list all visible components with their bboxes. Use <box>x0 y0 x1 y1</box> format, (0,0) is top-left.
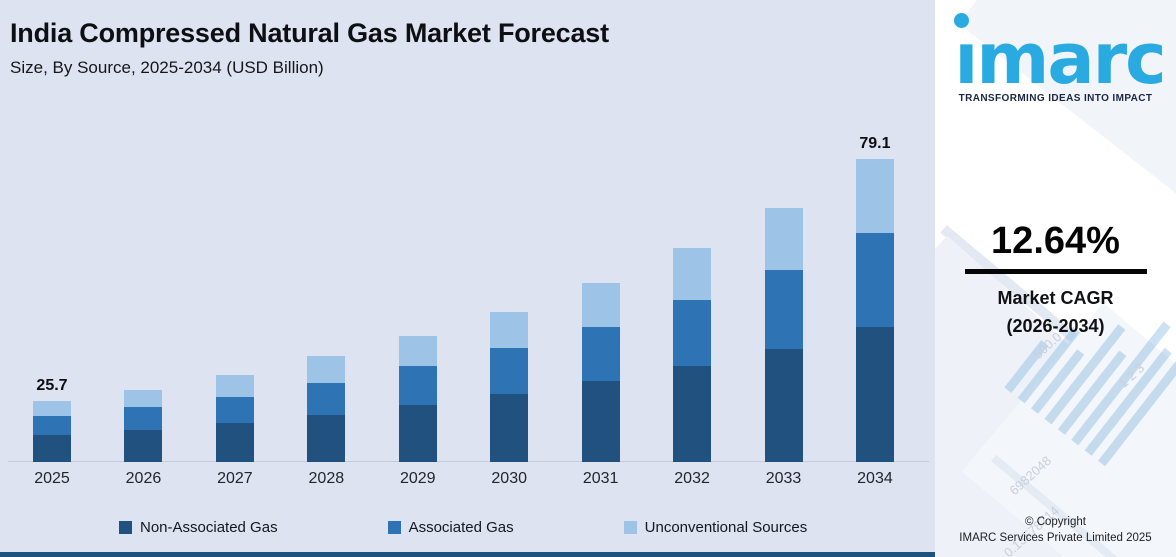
bar-2028 <box>307 356 346 462</box>
bar-segment-2030 <box>490 394 529 462</box>
bar-segment-2032 <box>673 366 712 462</box>
x-tick-2032: 2032 <box>674 470 710 487</box>
x-tick-2033: 2033 <box>765 470 802 487</box>
bar-segment-2034 <box>855 233 894 327</box>
bar-2027 <box>215 375 254 462</box>
bar-segment-2032 <box>673 248 712 300</box>
chart-section: India Compressed Natural Gas Market Fore… <box>0 18 935 557</box>
x-tick-2025: 2025 <box>34 470 70 487</box>
logo-wordmark: ımarc <box>954 18 1166 100</box>
bar-segment-2025 <box>33 435 71 462</box>
bar-segment-2027 <box>215 375 254 397</box>
cagr-value: 12.64% <box>991 220 1120 262</box>
legend-label: Unconventional Sources <box>644 519 808 536</box>
page-subtitle: Size, By Source, 2025-2034 (USD Billion) <box>10 58 324 77</box>
bar-2025 <box>33 401 71 462</box>
legend-item-1: Associated Gas <box>387 519 514 536</box>
bar-segment-2033 <box>764 349 803 462</box>
bar-segment-2025 <box>33 401 71 416</box>
x-tick-2028: 2028 <box>308 470 345 487</box>
bar-segment-2030 <box>490 348 529 394</box>
bar-segment-2028 <box>307 356 346 383</box>
chart-legend: Non-Associated Gas Associated Gas Unconven… <box>119 519 807 536</box>
bar-segment-2027 <box>215 423 254 462</box>
bottom-accent-strip <box>0 552 935 557</box>
legend-label: Non-Associated Gas <box>140 519 278 536</box>
copyright-notice: © Copyright IMARC Services Private Limit… <box>935 514 1176 546</box>
bar-segment-2029 <box>398 366 437 405</box>
bar-segment-2028 <box>307 383 346 415</box>
bar-segment-2032 <box>673 300 712 366</box>
page-title: India Compressed Natural Gas Market Fore… <box>10 18 609 48</box>
bar-segment-2029 <box>398 405 437 462</box>
cagr-period: (2026-2034) <box>1006 316 1105 336</box>
brand-panel: 500.0 1 2 3 6982048 0.13578714 ımarc TRA… <box>935 0 1176 557</box>
bar-segment-2033 <box>764 270 803 349</box>
x-tick-2034: 2034 <box>857 470 893 487</box>
cagr-underline <box>964 269 1147 274</box>
bar-segment-2031 <box>581 283 620 327</box>
x-tick-2029: 2029 <box>399 470 436 487</box>
legend-swatch-icon <box>387 521 401 534</box>
x-axis-line <box>8 461 929 462</box>
legend-label: Associated Gas <box>408 519 514 536</box>
x-axis-labels: 2025 2026 2027 2028 2029 2030 2031 2032 2033 2034 <box>33 470 894 488</box>
copyright-line2: IMARC Services Private Limited 2025 <box>959 531 1152 544</box>
bar-segment-2033 <box>764 208 803 270</box>
data-label-2034: 79.1 <box>859 135 891 152</box>
x-tick-2030: 2030 <box>491 470 527 487</box>
logo-dot-icon <box>954 13 969 28</box>
bar-segment-2026 <box>124 430 163 462</box>
bar-segment-2034 <box>855 159 894 233</box>
copyright-line1: © Copyright <box>1025 515 1086 528</box>
bar-segment-2034 <box>855 327 894 462</box>
bar-2029 <box>398 336 437 462</box>
bar-2026 <box>124 390 163 462</box>
bar-2033 <box>764 208 803 462</box>
x-tick-2031: 2031 <box>582 470 619 487</box>
watermark-number: 6982048 <box>1006 452 1055 499</box>
bar-2032 <box>673 248 712 462</box>
bar-segment-2025 <box>33 416 71 435</box>
bar-2034 <box>855 159 894 462</box>
legend-item-2: Unconventional Sources <box>623 519 808 536</box>
bar-segment-2030 <box>490 312 529 348</box>
legend-item-0: Non-Associated Gas <box>119 519 278 536</box>
cagr-label: Market CAGR <box>997 288 1114 308</box>
watermark-number: 1 2 3 <box>1115 360 1148 391</box>
data-label-2025: 25.7 <box>36 377 68 394</box>
bar-segment-2028 <box>307 415 346 462</box>
legend-swatch-icon <box>119 521 132 534</box>
legend-swatch-icon <box>623 521 637 534</box>
bars-row <box>33 142 894 462</box>
bar-2031 <box>581 283 620 462</box>
bar-segment-2027 <box>215 397 254 423</box>
bar-segment-2031 <box>581 327 620 381</box>
bar-segment-2029 <box>398 336 437 366</box>
x-tick-2026: 2026 <box>125 470 162 487</box>
bar-segment-2031 <box>581 381 620 462</box>
cagr-block: 12.64% Market CAGR (2026-2034) <box>935 222 1176 337</box>
bar-segment-2026 <box>124 390 163 407</box>
logo-tagline: TRANSFORMING IDEAS INTO IMPACT <box>958 93 1153 104</box>
bar-segment-2026 <box>124 407 163 430</box>
x-tick-2027: 2027 <box>217 470 253 487</box>
bar-2030 <box>490 312 529 462</box>
